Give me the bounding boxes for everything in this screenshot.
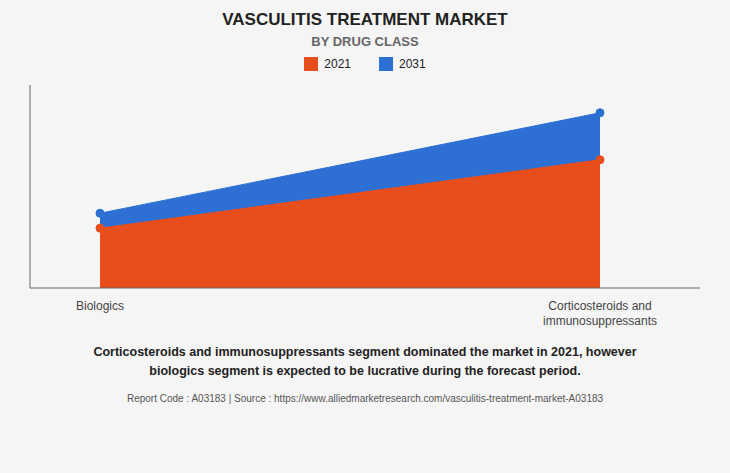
- svg-text:Corticosteroids andimmunosuppr: Corticosteroids andimmunosuppressants: [543, 299, 657, 328]
- html-text:VASCULITIS TREATMENT MARKET: VASCULITIS TREATMENT MARKET: [222, 10, 508, 29]
- html-text:BY DRUG CLASS: BY DRUG CLASS: [311, 34, 419, 49]
- html-text:biologics segment is expected: biologics segment is expected to be lucr…: [149, 364, 581, 378]
- svg-text:Biologics: Biologics: [76, 299, 124, 313]
- html-text:Report Code : A03183 | Source: Report Code : A03183 | Source : https://…: [126, 393, 604, 404]
- html-text:Corticosteroids and immunosupp: Corticosteroids and immunosuppressants s…: [93, 345, 637, 359]
- html-text:2021: 2021: [324, 57, 351, 71]
- html-text:2031: 2031: [399, 57, 426, 71]
